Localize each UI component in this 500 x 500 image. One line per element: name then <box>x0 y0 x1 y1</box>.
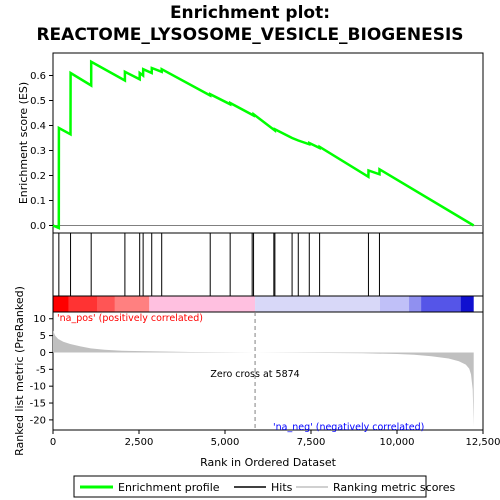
negative-correlation-label: 'na_neg' (negatively correlated) <box>273 422 424 433</box>
rank-panel-frame <box>52 311 484 431</box>
heat-bar-segment <box>255 296 380 312</box>
heat-bar-segment <box>379 296 410 312</box>
heat-bar-segment <box>409 296 422 312</box>
legend-label-enrichment-profile: Enrichment profile <box>118 481 220 494</box>
heat-bar-segment <box>460 296 474 312</box>
x-tick-label: 7,500 <box>297 437 326 448</box>
es-y-tick-label: 0.1 <box>30 196 46 207</box>
hits-panel-frame <box>52 232 484 297</box>
es-y-tick-label: 0.0 <box>30 221 46 232</box>
zero-cross-label: Zero cross at 5874 <box>210 369 299 380</box>
x-tick-label: 2,500 <box>125 437 154 448</box>
rank-y-axis-label: Ranked list metric (PreRanked) <box>13 286 26 456</box>
heat-bar-segment <box>53 296 69 312</box>
x-tick-label: 10,000 <box>380 437 415 448</box>
rank-y-tick-label: -15 <box>30 399 46 410</box>
heat-bar-segment <box>68 296 98 312</box>
x-tick-label: 12,500 <box>466 437 500 448</box>
x-tick-label: 5,000 <box>211 437 240 448</box>
es-y-tick-label: 0.3 <box>30 146 46 157</box>
es-y-axis-label: Enrichment score (ES) <box>17 82 30 204</box>
heat-bar-segment <box>97 296 115 312</box>
heat-bar-segment <box>421 296 461 312</box>
rank-y-tick-label: 5 <box>40 331 46 342</box>
rank-y-tick-label: -5 <box>36 365 46 376</box>
legend-label-ranking-metric-scores: Ranking metric scores <box>333 481 455 494</box>
es-y-tick-label: 0.5 <box>30 96 46 107</box>
rank-y-tick-label: 0 <box>40 348 46 359</box>
rank-y-tick-label: 10 <box>33 314 46 325</box>
es-y-tick-label: 0.2 <box>30 171 46 182</box>
rank-y-tick-label: -20 <box>30 415 46 426</box>
rank-y-tick-label: -10 <box>30 382 46 393</box>
chart-title-line1: Enrichment plot: <box>170 3 330 23</box>
positive-correlation-label: 'na_pos' (positively correlated) <box>57 313 203 324</box>
x-tick-label: 0 <box>50 437 56 448</box>
heat-bar-segment <box>114 296 150 312</box>
x-axis-label: Rank in Ordered Dataset <box>200 456 337 469</box>
es-y-tick-label: 0.4 <box>30 121 46 132</box>
heat-bar-segment <box>149 296 256 312</box>
es-panel-frame <box>52 52 484 234</box>
chart-title-line2: REACTOME_LYSOSOME_VESICLE_BIOGENESIS <box>36 25 463 45</box>
enrichment-profile-line <box>52 59 475 230</box>
es-y-tick-label: 0.6 <box>30 71 46 82</box>
legend-label-hits: Hits <box>271 481 293 494</box>
